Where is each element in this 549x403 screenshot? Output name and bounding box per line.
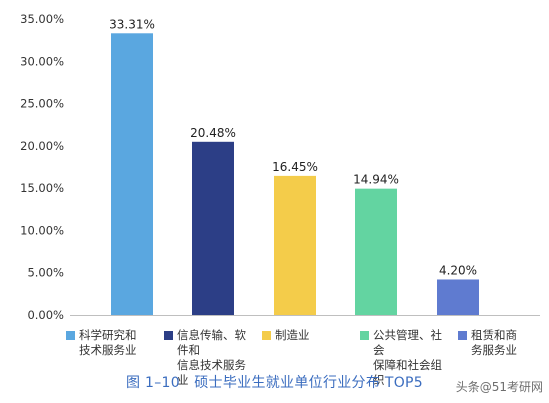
- legend-swatch: [66, 331, 75, 340]
- legend-label: 公共管理、社会 保障和社会组织: [373, 328, 442, 387]
- legend-label: 制造业: [275, 328, 310, 342]
- bar: [355, 188, 397, 315]
- figure-caption: 图 1–10 硕士毕业生就业单位行业分布 TOP5: [125, 375, 424, 391]
- legend-item: 信息传输、软件和 信息技术服务业: [164, 328, 252, 388]
- bar: [111, 33, 153, 315]
- y-tick-label: 30.00%: [20, 54, 64, 68]
- data-label: 16.45%: [272, 160, 318, 174]
- value-labels: 33.31% 20.48% 16.45% 14.94% 4.20%: [109, 17, 477, 277]
- y-tick-label: 25.00%: [20, 97, 64, 111]
- y-tick-label: 5.00%: [27, 266, 64, 280]
- y-tick-label: 0.00%: [27, 308, 64, 322]
- y-tick-label: 20.00%: [20, 139, 64, 153]
- bar: [437, 279, 479, 315]
- bars: [111, 33, 479, 315]
- bar: [274, 175, 316, 315]
- y-tick-label: 35.00%: [20, 12, 64, 26]
- watermark: 头条@51考研网: [455, 380, 543, 394]
- legend-label: 租赁和商 务服务业: [471, 328, 517, 357]
- legend-swatch: [458, 331, 467, 340]
- legend-item: 制造业: [262, 328, 350, 388]
- legend-swatch: [262, 331, 271, 340]
- y-tick-label: 10.00%: [20, 223, 64, 237]
- bar: [192, 141, 234, 315]
- legend-item: 公共管理、社会 保障和社会组织: [360, 328, 448, 388]
- legend-item: 科学研究和 技术服务业: [66, 328, 154, 388]
- y-tick-label: 15.00%: [20, 181, 64, 195]
- bar-chart: 0.00% 5.00% 10.00% 15.00% 20.00% 25.00% 30.00%…: [20, 12, 540, 322]
- data-label: 14.94%: [353, 173, 399, 187]
- legend-swatch: [360, 331, 369, 340]
- y-axis: 0.00% 5.00% 10.00% 15.00% 20.00% 25.00% 30.00%…: [20, 12, 540, 322]
- legend-swatch: [164, 331, 173, 340]
- legend-item: 租赁和商 务服务业: [458, 328, 546, 388]
- data-label: 33.31%: [109, 17, 155, 31]
- legend-label: 科学研究和 技术服务业: [79, 328, 137, 357]
- legend: 科学研究和 技术服务业 信息传输、软件和 信息技术服务业 制造业 公共管理、社会 保障…: [66, 328, 546, 388]
- legend-label: 信息传输、软件和 信息技术服务业: [177, 328, 246, 387]
- data-label: 20.48%: [190, 126, 236, 140]
- data-label: 4.20%: [439, 263, 477, 277]
